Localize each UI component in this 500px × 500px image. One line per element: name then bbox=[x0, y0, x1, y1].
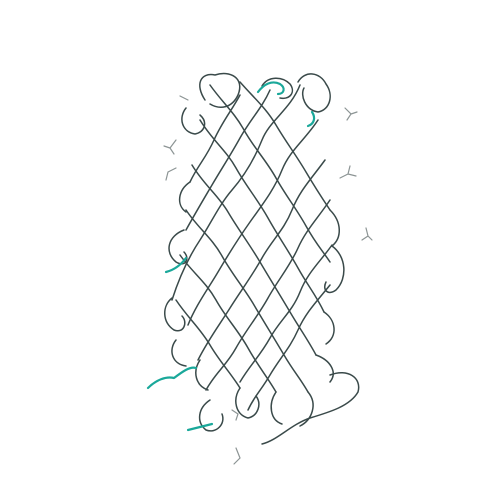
right-loop-1 bbox=[329, 209, 340, 247]
top-loop-3 bbox=[261, 77, 294, 100]
bottom-loop-7 bbox=[195, 359, 209, 391]
strand-b6 bbox=[209, 84, 331, 263]
strand-a4 bbox=[205, 199, 331, 391]
sidechain-2 bbox=[339, 165, 357, 179]
right-loop-2 bbox=[324, 245, 345, 294]
sidechain-4 bbox=[163, 139, 177, 155]
strand-a1 bbox=[171, 84, 301, 301]
strand-b1 bbox=[199, 119, 325, 313]
accent-bottom-left bbox=[146, 366, 198, 390]
strand-b2 bbox=[191, 164, 317, 356]
strand-a2 bbox=[187, 119, 319, 326]
accent-segments bbox=[146, 81, 316, 432]
left-loop-1 bbox=[178, 181, 191, 213]
sidechain-6 bbox=[233, 447, 241, 465]
sidechain-3 bbox=[361, 227, 373, 241]
sidechain-5 bbox=[165, 167, 177, 181]
sidechain-1 bbox=[344, 107, 358, 121]
bottom-loop-1 bbox=[198, 399, 224, 432]
bottom-loop-5 bbox=[261, 371, 360, 445]
bottom-loop-2 bbox=[235, 387, 260, 419]
accent-top bbox=[256, 81, 285, 96]
right-loop-3 bbox=[323, 311, 335, 345]
top-loop-2 bbox=[297, 73, 331, 113]
accent-top-right bbox=[306, 110, 316, 128]
top-loop-1 bbox=[199, 72, 241, 108]
bottom-loop-4 bbox=[299, 391, 314, 427]
strand-b5 bbox=[175, 299, 241, 389]
bottom-loop-3 bbox=[270, 391, 283, 425]
left-loop-4 bbox=[171, 339, 187, 367]
accent-left-mid bbox=[164, 256, 188, 274]
barrel-mesh bbox=[164, 72, 360, 445]
top-loop-4 bbox=[181, 107, 206, 135]
strand-b3 bbox=[185, 209, 309, 393]
strand-a6 bbox=[247, 284, 331, 411]
sidechain-8 bbox=[231, 409, 239, 421]
strand-a7 bbox=[185, 89, 271, 231]
accent-bottom bbox=[186, 422, 214, 432]
strand-b7 bbox=[239, 81, 331, 211]
strand-a3 bbox=[197, 159, 326, 361]
strand-b4 bbox=[179, 254, 277, 393]
side-chains bbox=[163, 95, 373, 465]
left-loop-3 bbox=[164, 297, 186, 332]
sidechain-7 bbox=[179, 95, 189, 101]
bottom-loop-6 bbox=[315, 354, 334, 383]
